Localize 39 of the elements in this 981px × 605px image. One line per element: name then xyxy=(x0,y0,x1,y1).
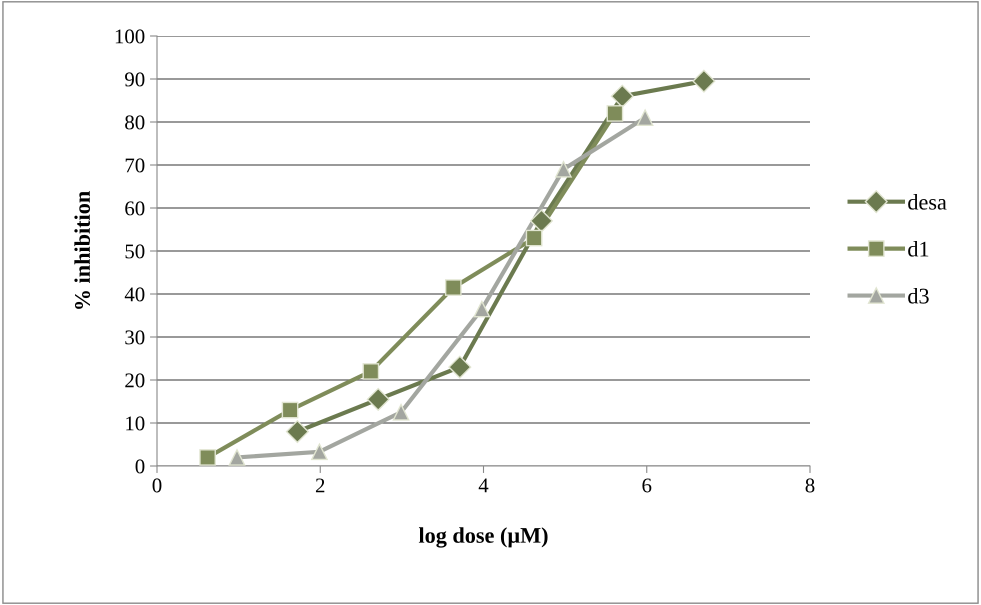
point xyxy=(311,443,328,460)
y-tick-label: 60 xyxy=(125,201,144,216)
point xyxy=(474,300,490,318)
point xyxy=(444,279,462,296)
x-tick-label: 6 xyxy=(642,478,652,492)
y-tick-label: 70 xyxy=(126,158,144,172)
y-axis-title: % inhibition xyxy=(74,191,90,309)
y-tick-label: 100 xyxy=(116,29,144,44)
point xyxy=(286,420,309,444)
y-tick-label: 50 xyxy=(126,244,144,258)
x-tick-label: 0 xyxy=(152,478,162,492)
point xyxy=(362,363,380,380)
y-tick-label: 90 xyxy=(125,72,144,86)
x-tick-label: 8 xyxy=(806,478,814,492)
y-tick-label: 20 xyxy=(125,373,144,388)
y-tick-label: 10 xyxy=(126,416,144,430)
legend-label: d1 xyxy=(908,240,928,257)
point xyxy=(448,356,472,379)
point xyxy=(526,230,542,246)
point xyxy=(392,404,410,421)
point xyxy=(282,402,298,418)
legend-label: desa xyxy=(908,194,947,210)
point xyxy=(530,209,553,232)
point xyxy=(555,160,572,178)
y-tick-label: 80 xyxy=(125,115,144,130)
point xyxy=(228,449,246,466)
y-tick-label: 40 xyxy=(124,287,144,302)
point xyxy=(636,109,654,126)
point xyxy=(366,388,390,411)
point xyxy=(610,84,634,108)
y-tick-label: 0 xyxy=(136,459,144,474)
x-axis-title: log dose (µM) xyxy=(418,527,548,548)
point xyxy=(606,105,624,122)
x-tick-label: 2 xyxy=(316,478,324,492)
x-tick-label: 4 xyxy=(478,478,488,492)
y-tick-label: 30 xyxy=(125,330,144,344)
legend-label: d3 xyxy=(908,288,929,304)
point xyxy=(692,70,716,93)
point xyxy=(199,449,216,466)
